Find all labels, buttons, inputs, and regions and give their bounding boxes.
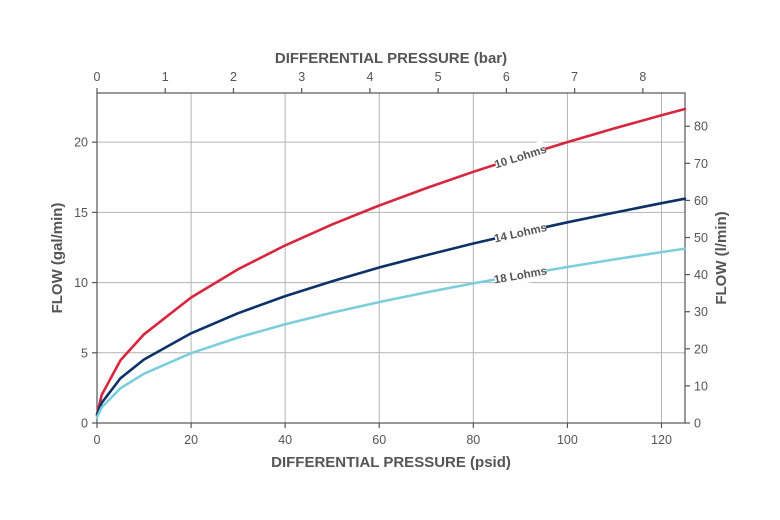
curve-label-group: 14 Lohms bbox=[493, 218, 548, 248]
right-tick-label: 40 bbox=[694, 268, 708, 282]
curve-label-group: 18 Lohms bbox=[493, 261, 548, 289]
bottom-tick-label: 20 bbox=[184, 433, 198, 447]
grid-lines bbox=[97, 93, 685, 423]
top-axis-title: DIFFERENTIAL PRESSURE (bar) bbox=[275, 50, 507, 67]
bottom-tick-label: 40 bbox=[278, 433, 292, 447]
top-tick-label: 7 bbox=[571, 70, 578, 84]
curve-label-group: 10 Lohms bbox=[492, 140, 548, 173]
top-tick-label: 2 bbox=[230, 70, 237, 84]
bottom-tick-label: 100 bbox=[557, 433, 578, 447]
bottom-tick-label: 120 bbox=[651, 433, 672, 447]
curve-label-background bbox=[493, 261, 548, 289]
right-axis-title: FLOW (l/min) bbox=[713, 211, 730, 304]
top-tick-label: 5 bbox=[435, 70, 442, 84]
left-tick-label: 20 bbox=[74, 136, 88, 150]
top-tick-label: 4 bbox=[366, 70, 373, 84]
right-tick-label: 70 bbox=[694, 157, 708, 171]
curves bbox=[95, 107, 687, 419]
curve-labels: 10 Lohms 14 Lohms 18 Lohms bbox=[492, 140, 548, 289]
left-tick-label: 0 bbox=[81, 417, 88, 431]
curve-label-background bbox=[492, 140, 548, 173]
right-tick-label: 20 bbox=[694, 342, 708, 356]
top-tick-label: 0 bbox=[94, 70, 101, 84]
right-tick-label: 0 bbox=[694, 417, 701, 431]
left-axis-title: FLOW (gal/min) bbox=[49, 203, 66, 314]
series-line-10-lohms bbox=[95, 107, 687, 416]
bottom-tick-label: 60 bbox=[372, 433, 386, 447]
curve-label-background bbox=[493, 218, 548, 248]
left-tick-label: 10 bbox=[74, 276, 88, 290]
top-tick-label: 1 bbox=[162, 70, 169, 84]
right-tick-label: 50 bbox=[694, 231, 708, 245]
bottom-axis-title: DIFFERENTIAL PRESSURE (psid) bbox=[271, 454, 511, 471]
top-tick-label: 6 bbox=[503, 70, 510, 84]
right-tick-label: 10 bbox=[694, 379, 708, 393]
top-tick-label: 8 bbox=[639, 70, 646, 84]
right-tick-label: 80 bbox=[694, 120, 708, 134]
left-tick-label: 5 bbox=[81, 346, 88, 360]
top-tick-label: 3 bbox=[298, 70, 305, 84]
series-line-18-lohms bbox=[95, 247, 687, 419]
bottom-tick-label: 0 bbox=[94, 433, 101, 447]
plot-frame bbox=[96, 92, 686, 424]
right-tick-label: 60 bbox=[694, 194, 708, 208]
series-line-14-lohms bbox=[95, 197, 687, 416]
bottom-tick-label: 80 bbox=[466, 433, 480, 447]
right-tick-label: 30 bbox=[694, 305, 708, 319]
left-tick-label: 15 bbox=[74, 206, 88, 220]
